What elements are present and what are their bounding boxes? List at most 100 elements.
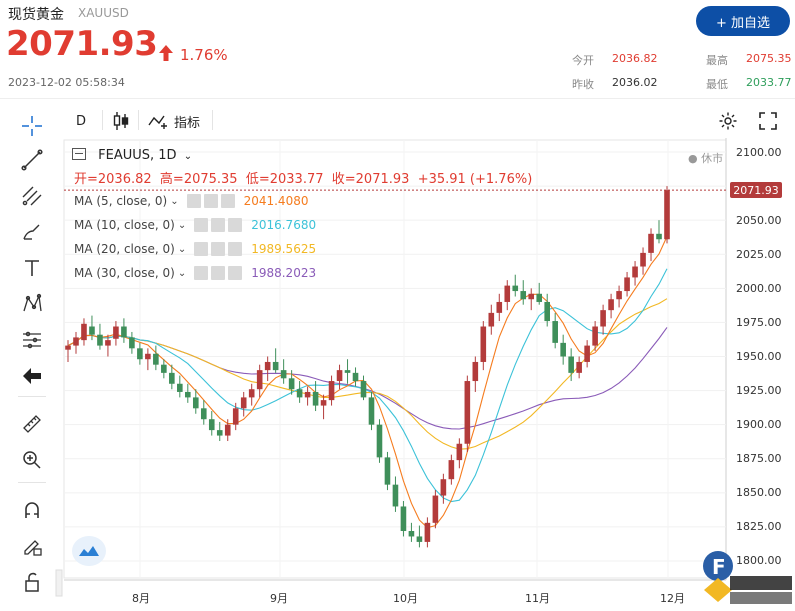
- close-icon[interactable]: [220, 194, 235, 208]
- eye-icon[interactable]: [194, 266, 209, 280]
- candle-body: [624, 277, 630, 292]
- fullscreen-icon[interactable]: [758, 108, 778, 134]
- toolbar-separator: [18, 482, 46, 483]
- high-label: 最高: [706, 54, 728, 67]
- candle-body: [448, 460, 455, 480]
- chevron-down-icon[interactable]: ⌄: [177, 219, 187, 231]
- candle-body: [312, 391, 319, 406]
- candle-body: [272, 361, 279, 371]
- y-tick-label: 2050.00: [736, 214, 782, 227]
- svg-text:F: F: [712, 555, 726, 579]
- candle-body: [81, 323, 87, 341]
- candle-body: [280, 370, 287, 379]
- add-watchlist-button[interactable]: + 加自选: [696, 6, 790, 36]
- gear-icon[interactable]: [203, 194, 218, 208]
- candle-body: [424, 522, 431, 542]
- candle-body: [288, 378, 295, 390]
- candle-body: [264, 361, 271, 371]
- ma-row[interactable]: MA (20, close, 0) ⌄ 1989.5625: [74, 242, 316, 256]
- ohlc-low: 低=2033.77: [245, 172, 324, 187]
- candle-body: [472, 361, 479, 382]
- settings-gear-icon[interactable]: [718, 108, 738, 134]
- candle-type-icon[interactable]: [112, 108, 130, 134]
- ruler-icon[interactable]: [18, 410, 46, 438]
- candle-body: [200, 408, 207, 420]
- candle-body: [640, 252, 646, 267]
- open-value: 2036.82: [612, 52, 658, 65]
- close-icon[interactable]: [228, 266, 243, 280]
- indicators-button[interactable]: 指标: [148, 108, 200, 134]
- ohlc-change: +35.91 (+1.76%): [417, 172, 533, 187]
- y-tick-label: 2100.00: [736, 146, 782, 159]
- ma-row[interactable]: MA (10, close, 0) ⌄ 2016.7680: [74, 218, 316, 232]
- eye-icon[interactable]: [194, 218, 209, 232]
- chevron-down-icon[interactable]: ⌄: [183, 151, 193, 162]
- trend-line-icon[interactable]: [18, 146, 46, 174]
- candle-body: [328, 381, 335, 401]
- candle-body: [224, 424, 231, 436]
- candle-body: [129, 337, 135, 349]
- legend-symbol[interactable]: FEAUUS, 1D: [98, 148, 177, 163]
- candle-body: [664, 190, 670, 240]
- last-price-tag: 2071.93: [730, 182, 782, 199]
- brush-icon[interactable]: [18, 218, 46, 246]
- x-tick-label: 10月: [393, 592, 418, 605]
- lock-drawing-icon[interactable]: [18, 532, 46, 560]
- moving-average-line: [67, 298, 668, 450]
- y-tick-label: 1900.00: [736, 418, 782, 431]
- crosshair-icon[interactable]: [18, 112, 46, 140]
- gear-icon[interactable]: [211, 266, 226, 280]
- ohlc-high: 高=2075.35: [159, 172, 238, 187]
- candle-body: [177, 383, 183, 392]
- x-tick-label: 12月: [660, 592, 685, 605]
- measure-icon[interactable]: [18, 326, 46, 354]
- candle-body: [488, 312, 495, 327]
- gear-icon[interactable]: [211, 242, 226, 256]
- candle-body: [512, 285, 519, 292]
- interval-button[interactable]: D: [76, 113, 87, 129]
- ma-row[interactable]: MA (5, close, 0) ⌄ 2041.4080: [74, 194, 308, 208]
- candle-body: [145, 353, 151, 360]
- candle-body: [496, 301, 503, 313]
- chart-legend: FEAUUS, 1D ⌄: [72, 148, 192, 163]
- scroll-handle: [55, 569, 63, 597]
- header-divider: [0, 98, 795, 99]
- chevron-down-icon[interactable]: ⌄: [177, 267, 187, 279]
- y-tick-label: 1875.00: [736, 452, 782, 465]
- eye-icon[interactable]: [194, 242, 209, 256]
- x-tick-label: 11月: [525, 592, 550, 605]
- low-value: 2033.77: [746, 76, 792, 89]
- candle-body: [464, 381, 471, 444]
- x-tick-label: 8月: [132, 592, 150, 605]
- candle-body: [480, 326, 487, 362]
- close-icon[interactable]: [228, 242, 243, 256]
- candle-body: [568, 356, 574, 373]
- eye-icon[interactable]: [186, 194, 201, 208]
- candle-body: [656, 233, 662, 240]
- magnet-icon[interactable]: [18, 496, 46, 524]
- collapse-legend-icon[interactable]: [72, 148, 86, 160]
- gear-icon[interactable]: [211, 218, 226, 232]
- candle-body: [208, 419, 215, 431]
- text-tool-icon[interactable]: [18, 254, 46, 282]
- fib-tool-icon[interactable]: [18, 182, 46, 210]
- candle-body: [304, 391, 311, 398]
- back-arrow-icon[interactable]: [18, 362, 46, 390]
- chart-logo-icon: [72, 536, 106, 566]
- candle-body: [552, 321, 558, 343]
- y-tick-label: 1975.00: [736, 316, 782, 329]
- candle-body: [520, 291, 527, 300]
- unlock-icon[interactable]: [18, 568, 46, 596]
- close-icon[interactable]: [228, 218, 243, 232]
- candle-body: [616, 291, 622, 300]
- y-tick-label: 1850.00: [736, 486, 782, 499]
- zoom-in-icon[interactable]: [18, 446, 46, 474]
- chevron-down-icon[interactable]: ⌄: [170, 195, 179, 207]
- pattern-icon[interactable]: [18, 290, 46, 318]
- ohlc-close: 收=2071.93: [331, 172, 410, 187]
- y-tick-label: 1800.00: [736, 554, 782, 567]
- candle-body: [256, 370, 263, 390]
- ma-row[interactable]: MA (30, close, 0) ⌄ 1988.2023: [74, 266, 316, 280]
- chevron-down-icon[interactable]: ⌄: [177, 243, 187, 255]
